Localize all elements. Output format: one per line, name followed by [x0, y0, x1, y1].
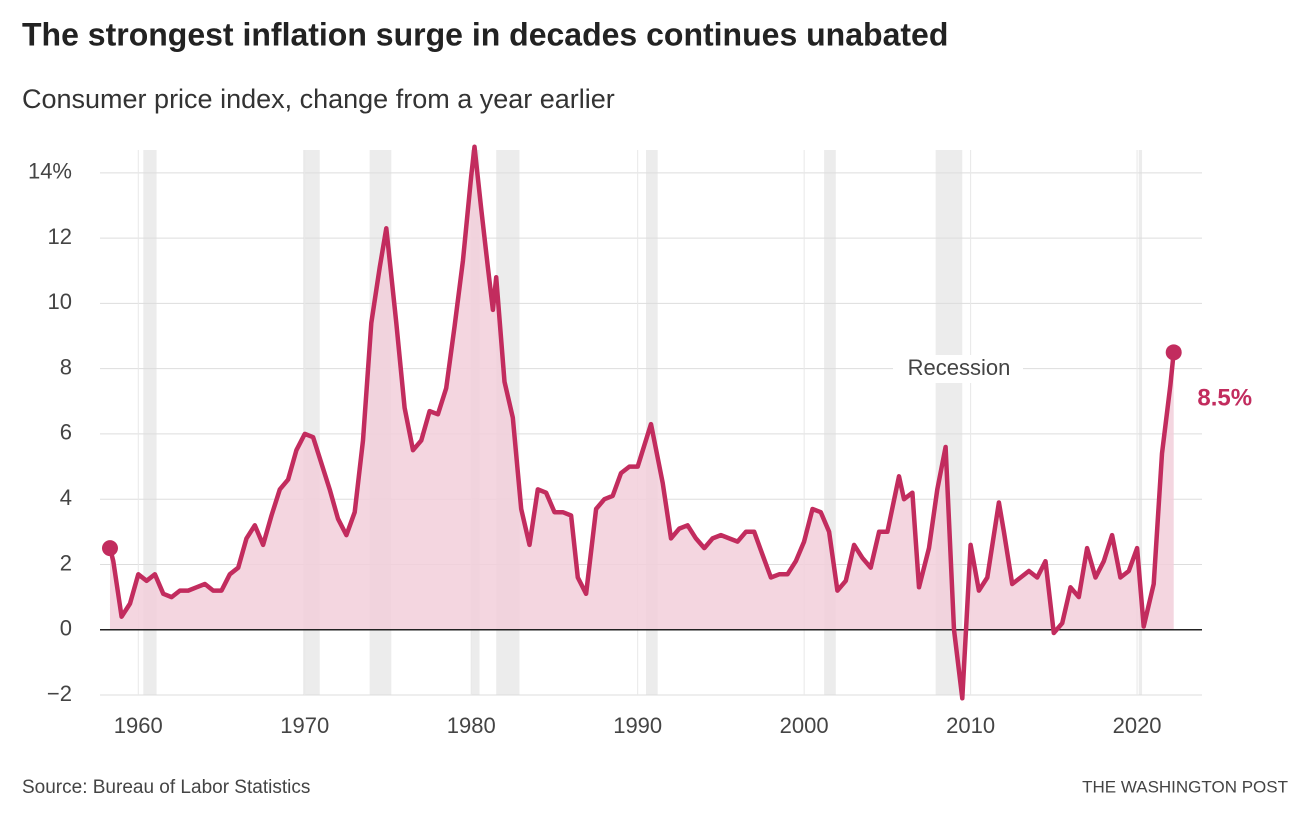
endpoint	[101, 540, 118, 557]
x-tick-label: 1960	[114, 713, 163, 738]
y-tick-label: 6	[60, 420, 72, 445]
y-tick-label: 10	[48, 289, 72, 314]
x-tick-label: 2000	[780, 713, 829, 738]
y-tick-label: 8	[60, 354, 72, 379]
y-tick-label: 4	[60, 485, 72, 510]
x-tick-label: 2020	[1113, 713, 1162, 738]
endpoint	[1165, 344, 1182, 361]
x-tick-label: 1980	[447, 713, 496, 738]
annotation-bg	[893, 355, 1023, 383]
chart-title: The strongest inflation surge in decades…	[22, 16, 948, 52]
recession-band	[1138, 150, 1143, 695]
x-tick-label: 1970	[280, 713, 329, 738]
source: Source: Bureau of Labor Statistics	[22, 777, 310, 798]
annotation: Recession	[908, 355, 1011, 380]
y-tick-label: −2	[47, 681, 72, 706]
y-tick-label: 14%	[28, 159, 72, 184]
chart-subtitle: Consumer price index, change from a year…	[22, 84, 615, 114]
x-tick-label: 1990	[613, 713, 662, 738]
value-label: 8.5%	[1197, 384, 1252, 411]
line	[107, 144, 1176, 701]
y-tick-label: 12	[48, 224, 72, 249]
area	[109, 146, 1174, 699]
recession-band	[143, 150, 157, 695]
x-tick-label: 2010	[946, 713, 995, 738]
y-tick-label: 0	[60, 616, 72, 641]
credit: THE WASHINGTON POST	[1082, 777, 1288, 796]
recession-band	[824, 150, 836, 695]
y-tick-label: 2	[60, 550, 72, 575]
